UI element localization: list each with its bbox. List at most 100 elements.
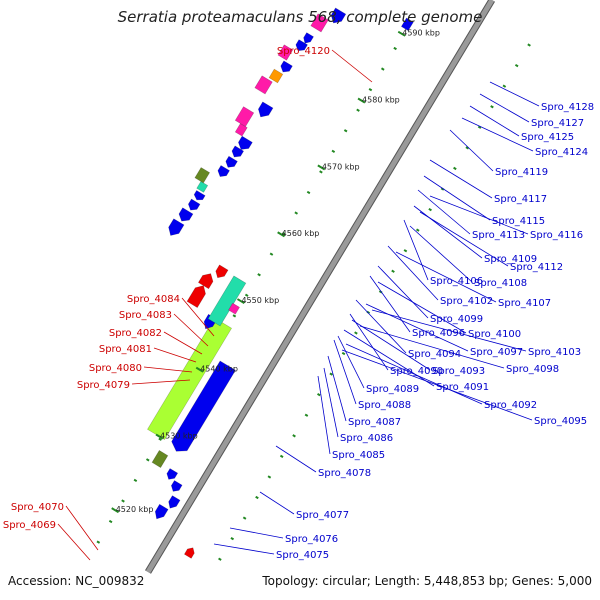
gc-dot bbox=[267, 475, 272, 479]
label-leader-line bbox=[173, 313, 209, 347]
gc-dot bbox=[304, 413, 309, 417]
gene-arrow bbox=[151, 450, 169, 468]
kbp-tick-label: 4580 kbp bbox=[362, 96, 400, 105]
label-leader-line bbox=[57, 523, 91, 561]
gene-arrow bbox=[171, 480, 183, 492]
kbp-tick-label: 4570 kbp bbox=[322, 162, 360, 171]
gene-label: Spro_4116 bbox=[530, 230, 583, 241]
kbp-tick-label: 4590 kbp bbox=[402, 29, 440, 38]
genome-title: Serratia proteamaculans 568, complete ge… bbox=[117, 8, 483, 26]
gc-dot bbox=[255, 495, 259, 500]
label-leader-line bbox=[349, 313, 389, 371]
gene-label: Spro_4112 bbox=[510, 262, 563, 273]
gene-label: Spro_4095 bbox=[534, 416, 587, 427]
gene-label: Spro_4127 bbox=[531, 118, 584, 129]
label-leader-line bbox=[163, 331, 203, 355]
gene-label: Spro_4109 bbox=[484, 254, 537, 265]
label-leader-line bbox=[429, 195, 529, 235]
gene-arrow bbox=[207, 275, 247, 327]
kbp-tick-mark bbox=[236, 298, 245, 305]
gene-label: Spro_4078 bbox=[318, 468, 371, 479]
gene-arrow bbox=[280, 60, 293, 73]
label-leader-line bbox=[351, 319, 431, 371]
gc-dot bbox=[356, 108, 360, 112]
label-leader-line bbox=[229, 527, 284, 539]
gene-arrow bbox=[277, 44, 294, 61]
gc-dot bbox=[428, 207, 432, 212]
gc-dot bbox=[306, 190, 311, 195]
label-leader-line bbox=[317, 375, 331, 455]
gc-dot bbox=[108, 519, 113, 524]
gene-arrow bbox=[196, 180, 209, 193]
kbp-ticks: 4520 kbp 4530 kbp 4540 kbp 4550 kbp 4560 kbp… bbox=[111, 29, 440, 514]
label-leader-line bbox=[377, 265, 429, 319]
label-leader-line bbox=[449, 129, 494, 172]
gc-dot bbox=[317, 393, 321, 397]
gc-dot bbox=[329, 372, 333, 376]
gc-dot bbox=[269, 252, 274, 256]
gene-arrow bbox=[238, 135, 253, 150]
gc-dot bbox=[341, 351, 346, 356]
gene-label: Spro_4128 bbox=[541, 102, 594, 113]
label-leader-line bbox=[181, 297, 215, 337]
gene-arrow bbox=[188, 198, 201, 211]
gc-dot bbox=[527, 43, 531, 47]
label-leader-line bbox=[345, 343, 483, 405]
gene-labels: Spro_4128 Spro_4127 Spro_4125 Spro_4124 Spro… bbox=[3, 46, 594, 561]
gc-dot bbox=[294, 211, 299, 215]
gc-dot bbox=[292, 434, 296, 438]
gc-dot bbox=[96, 540, 101, 544]
kbp-tick-label: 4560 kbp bbox=[282, 229, 320, 238]
gc-dot bbox=[403, 249, 408, 253]
kbp-tick-mark bbox=[317, 164, 326, 171]
gc-dot bbox=[380, 67, 385, 71]
gc-dot bbox=[244, 293, 249, 297]
gene-label: Spro_4117 bbox=[494, 194, 547, 205]
label-leader-line bbox=[369, 275, 411, 333]
gene-label: Spro_4106 bbox=[430, 276, 483, 287]
gene-arrow bbox=[231, 145, 245, 158]
gene-arrow bbox=[234, 106, 255, 127]
kbp-tick-mark bbox=[195, 366, 204, 373]
backbone-line bbox=[145, 0, 495, 574]
gene-label: Spro_4084 bbox=[127, 294, 180, 305]
label-leader-line bbox=[395, 251, 497, 303]
gene-label: Spro_4086 bbox=[340, 433, 393, 444]
gene-features bbox=[147, 7, 414, 559]
gc-dot bbox=[490, 105, 494, 109]
gene-label: Spro_4088 bbox=[358, 400, 411, 411]
gc-dot bbox=[230, 537, 235, 541]
label-leader-line bbox=[409, 225, 473, 283]
gene-label: Spro_4083 bbox=[119, 310, 172, 321]
gc-dot bbox=[232, 314, 237, 318]
label-leader-line bbox=[377, 281, 467, 334]
gc-dot bbox=[242, 516, 247, 520]
gene-arrow bbox=[168, 495, 181, 509]
gene-label: Spro_4108 bbox=[474, 278, 527, 289]
gc-dot bbox=[257, 273, 261, 277]
genome-summary: Topology: circular; Length: 5,448,853 bp… bbox=[262, 574, 592, 588]
label-leader-line bbox=[343, 329, 435, 387]
gene-label: Spro_4093 bbox=[432, 366, 485, 377]
gene-label: Spro_4075 bbox=[276, 550, 329, 561]
kbp-tick-label: 4540 kbp bbox=[200, 365, 238, 374]
gene-label: Spro_4097 bbox=[470, 347, 523, 358]
label-leader-line bbox=[371, 309, 527, 352]
gc-dot bbox=[368, 88, 373, 92]
gc-dot bbox=[502, 84, 507, 88]
label-leader-line bbox=[327, 355, 347, 422]
gene-label: Spro_4124 bbox=[535, 147, 588, 158]
label-leader-line bbox=[323, 367, 339, 438]
gene-label: Spro_4089 bbox=[366, 384, 419, 395]
gene-label: Spro_4080 bbox=[89, 363, 142, 374]
gene-arrow bbox=[154, 503, 169, 520]
gene-arrow bbox=[178, 207, 194, 222]
gc-dot bbox=[319, 170, 323, 174]
label-leader-line bbox=[341, 349, 533, 421]
kbp-tick-label: 4520 kbp bbox=[116, 505, 154, 514]
gene-arrow bbox=[171, 360, 236, 452]
gene-label: Spro_4076 bbox=[285, 534, 338, 545]
label-leader-line bbox=[489, 81, 540, 107]
label-leader-line bbox=[461, 117, 534, 152]
gene-label: Spro_4096 bbox=[412, 328, 465, 339]
